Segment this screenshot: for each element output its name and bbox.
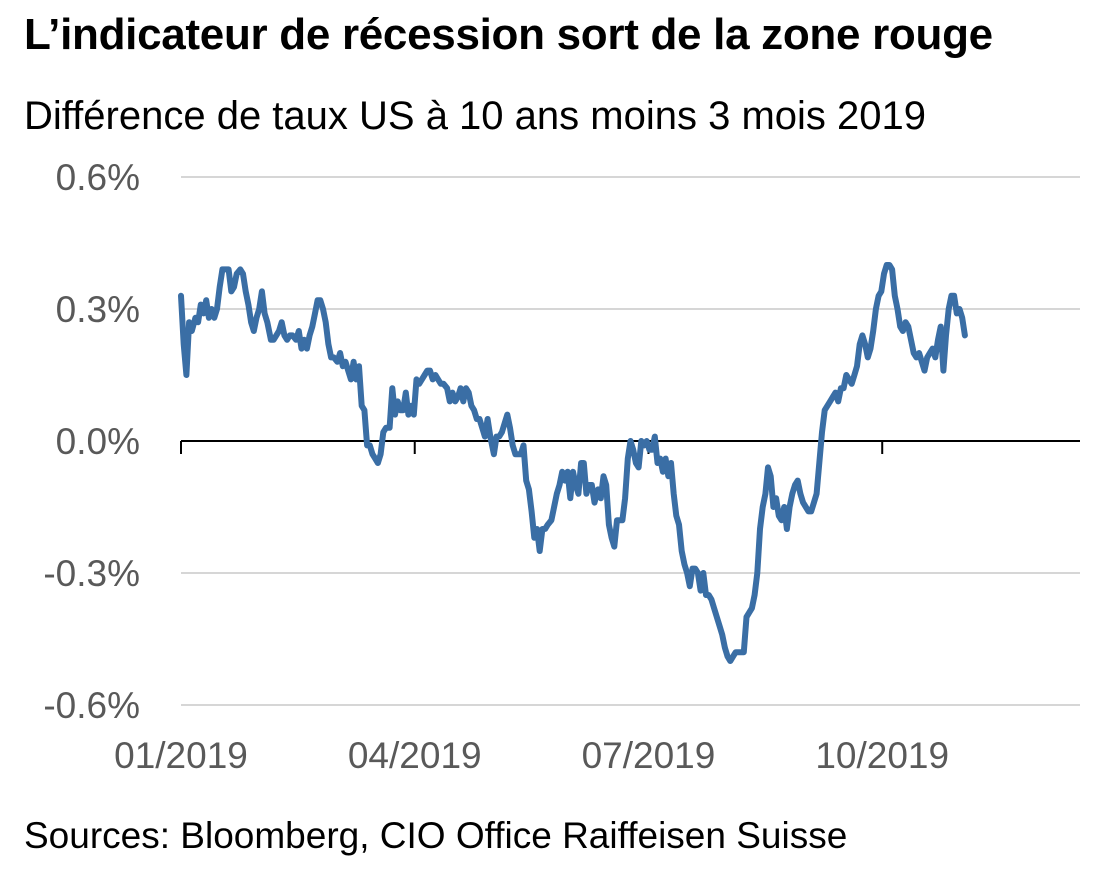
source-note: Sources: Bloomberg, CIO Office Raiffeise… [24,815,848,856]
series-group [178,262,968,664]
chart-subtitle: Différence de taux US à 10 ans moins 3 m… [24,94,926,138]
y-tick-label: -0.6% [43,685,140,726]
chart-title: L’indicateur de récession sort de la zon… [24,10,993,59]
x-tick-label: 01/2019 [114,735,248,776]
y-tick-label: 0.6% [56,157,140,198]
series-line [178,262,968,664]
y-tick-label: -0.3% [43,553,140,594]
y-axis: 0.6% 0.3% 0.0% -0.3% -0.6% [43,157,140,726]
x-axis: 01/2019 04/2019 07/2019 10/2019 [114,441,949,776]
x-tick-label: 07/2019 [582,735,716,776]
y-tick-label: 0.0% [56,421,140,462]
x-tick-label: 04/2019 [348,735,482,776]
y-tick-label: 0.3% [56,289,140,330]
x-tick-label: 10/2019 [815,735,949,776]
